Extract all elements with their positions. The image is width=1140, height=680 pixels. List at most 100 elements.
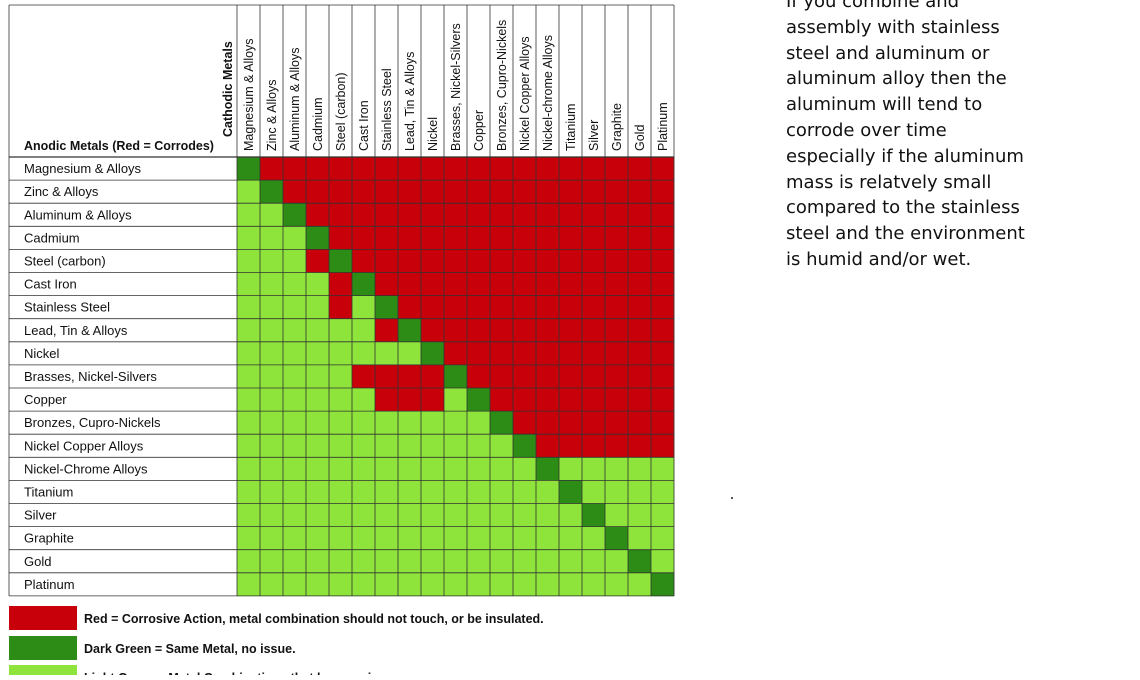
matrix-cell <box>628 411 652 435</box>
matrix-cell <box>536 364 560 389</box>
matrix-cell <box>306 457 330 481</box>
matrix-cell <box>605 364 629 389</box>
legend-swatch <box>9 636 77 660</box>
matrix-cell <box>283 203 307 227</box>
legend-label: Dark Green = Same Metal, no issue. <box>84 642 296 656</box>
row-label: Brasses, Nickel-Silvers <box>24 369 157 384</box>
matrix-cell <box>628 318 652 343</box>
matrix-cell <box>421 226 445 250</box>
matrix-cell <box>444 388 468 412</box>
matrix-cell <box>237 549 261 574</box>
matrix-cell <box>329 434 353 458</box>
matrix-cell <box>421 480 445 504</box>
matrix-cell <box>444 457 468 481</box>
matrix-cell <box>444 157 468 181</box>
matrix-cell <box>513 226 537 250</box>
matrix-cell <box>283 157 307 181</box>
matrix-cell <box>628 272 652 296</box>
note-line: is humid and/or wet. <box>786 248 972 270</box>
matrix-cell <box>444 203 468 227</box>
matrix-cell <box>651 572 675 597</box>
note-line: steel and aluminum or <box>786 42 990 64</box>
matrix-cell <box>582 249 606 273</box>
matrix-cell <box>398 549 422 574</box>
matrix-cell <box>559 180 583 204</box>
row-label: Graphite <box>24 531 74 546</box>
corrosion-matrix-panel: Magnesium & Alloys Zinc & Alloys Aluminum … <box>8 4 675 680</box>
matrix-cell <box>513 249 537 273</box>
matrix-cell <box>582 572 606 597</box>
matrix-cell <box>651 364 675 389</box>
row-label: Nickel <box>24 346 60 361</box>
matrix-cell <box>651 272 675 296</box>
cathodic-metals-label: Cathodic Metals <box>221 41 235 137</box>
matrix-cell <box>237 180 261 204</box>
stray-dot <box>731 497 733 499</box>
matrix-cell <box>605 318 629 343</box>
matrix-cell <box>467 480 491 504</box>
matrix-cell <box>421 341 445 366</box>
matrix-cell <box>283 480 307 504</box>
matrix-cell <box>467 203 491 227</box>
matrix-cell <box>260 503 284 527</box>
matrix-cell <box>283 434 307 458</box>
matrix-cell <box>398 157 422 181</box>
matrix-cell <box>513 272 537 296</box>
matrix-cell <box>237 411 261 435</box>
matrix-cell <box>237 341 261 366</box>
matrix-cell <box>605 157 629 181</box>
matrix-cell <box>237 226 261 250</box>
matrix-cell <box>237 388 261 412</box>
matrix-cell <box>605 503 629 527</box>
matrix-cell <box>513 180 537 204</box>
matrix-cell <box>559 341 583 366</box>
matrix-cell <box>467 180 491 204</box>
matrix-cell <box>444 526 468 550</box>
matrix-cell <box>444 480 468 504</box>
matrix-cell <box>559 388 583 412</box>
matrix-cell <box>352 503 376 527</box>
matrix-cell <box>260 249 284 273</box>
matrix-cell <box>559 572 583 597</box>
matrix-cell <box>490 388 514 412</box>
matrix-cell <box>467 226 491 250</box>
matrix-cell <box>651 203 675 227</box>
matrix-cell <box>352 388 376 412</box>
matrix-cell <box>329 457 353 481</box>
matrix-cell <box>651 457 675 481</box>
matrix-cell <box>559 503 583 527</box>
column-label: Cast Iron <box>357 100 371 151</box>
matrix-cell <box>582 157 606 181</box>
matrix-cell <box>628 503 652 527</box>
matrix-cell <box>398 457 422 481</box>
matrix-cell <box>398 272 422 296</box>
matrix-cell <box>490 411 514 435</box>
side-note: If you combine and assembly with stainle… <box>786 0 1086 273</box>
matrix-cell <box>444 364 468 389</box>
legend-label: Red = Corrosive Action, metal combinatio… <box>84 612 544 626</box>
matrix-cell <box>306 226 330 250</box>
matrix-cell <box>306 272 330 296</box>
matrix-cell <box>352 272 376 296</box>
matrix-cell <box>605 295 629 319</box>
column-label: Gold <box>633 125 647 151</box>
row-label: Magnesium & Alloys <box>24 161 142 176</box>
matrix-cell <box>237 457 261 481</box>
matrix-cell <box>628 180 652 204</box>
matrix-cell <box>260 341 284 366</box>
matrix-cell <box>628 388 652 412</box>
row-label: Steel (carbon) <box>24 253 106 268</box>
column-label: Nickel <box>426 117 440 151</box>
matrix-cell <box>329 364 353 389</box>
matrix-cell <box>352 180 376 204</box>
matrix-cell <box>444 434 468 458</box>
matrix-cell <box>513 411 537 435</box>
matrix-cell <box>467 364 491 389</box>
matrix-cell <box>283 249 307 273</box>
matrix-cell <box>513 388 537 412</box>
matrix-cell <box>283 295 307 319</box>
row-label: Cadmium <box>24 230 80 245</box>
matrix-cell <box>398 295 422 319</box>
matrix-cell <box>628 364 652 389</box>
matrix-cell <box>329 388 353 412</box>
